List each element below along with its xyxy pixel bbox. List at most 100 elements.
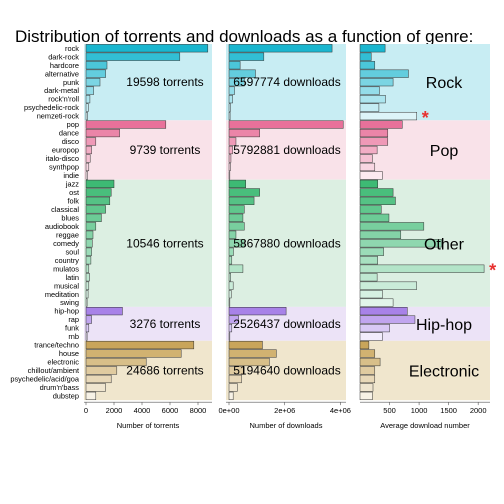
bar-0-hip-hop [85, 307, 123, 316]
bar-1-dark-metal [228, 86, 235, 95]
bar-2-classical [359, 205, 382, 214]
bar-0-nemzeti-rock [85, 111, 88, 121]
x-tick-label: 6000 [162, 406, 179, 415]
bar-1-indie [228, 171, 231, 180]
genre-label: blues [61, 213, 79, 222]
bar-1-audiobook [228, 222, 245, 231]
bar-1-chillout-ambient [228, 366, 245, 375]
downloads-total: 2526437 downloads [233, 317, 340, 331]
x-tick-label: 4000 [134, 406, 151, 415]
bar-1-hip-hop [228, 307, 287, 316]
bar-0-soul [85, 247, 92, 256]
genre-label: reggae [56, 230, 79, 239]
bar-1-folk [228, 196, 255, 205]
bar-2-latin [359, 273, 378, 282]
x-axis-title: Number of torrents [117, 421, 180, 430]
plot-area: rockdark-rockhardcorealternativepunkdark… [10, 44, 496, 430]
genre-label: drum'n'bass [40, 383, 80, 392]
bar-0-synthpop [85, 162, 90, 172]
genre-label: country [55, 256, 80, 265]
bar-2-disco [359, 137, 389, 146]
bar-0-trance-techno [85, 340, 195, 350]
bar-1-classical [228, 205, 245, 214]
genre-label: ost [69, 188, 79, 197]
bar-2-reggae [359, 230, 402, 239]
bar-2-trance-techno [359, 340, 370, 350]
bar-1-funk [228, 323, 233, 333]
bar-0-europop [85, 145, 92, 155]
bar-0-dubstep [85, 391, 97, 401]
genre-label: dark-rock [48, 52, 79, 61]
bar-1-italo-disco [228, 154, 232, 163]
bar-2-synthpop [359, 162, 376, 172]
bar-2-electronic [359, 357, 381, 367]
bar-2-rock-n-roll [359, 95, 386, 104]
x-tick-label: 0 [84, 406, 88, 415]
bar-1-punk [228, 78, 245, 87]
bar-1-meditation [228, 290, 232, 299]
bar-1-comedy [228, 239, 245, 248]
bar-0-psychedelic-acid-goa [85, 374, 112, 384]
bar-2-dance [359, 128, 389, 138]
bar-1-reggae [228, 230, 237, 239]
genre-label: synthpop [49, 163, 79, 172]
downloads-total: 5867880 downloads [233, 236, 340, 250]
bar-2-soul [359, 247, 384, 256]
bar-0-disco [85, 137, 97, 146]
group-name: Other [424, 236, 465, 253]
bar-0-rock [85, 44, 209, 53]
bar-1-soul [228, 247, 234, 256]
genre-label: disco [62, 137, 79, 146]
bar-0-italo-disco [85, 154, 91, 163]
torrents-total: 24686 torrents [126, 363, 203, 377]
highlight-star: * [489, 261, 496, 281]
group-background [360, 340, 490, 401]
bar-1-jazz [228, 179, 246, 189]
bar-2-jazz [359, 179, 378, 189]
bar-1-hardcore [228, 61, 241, 70]
bar-1-europop [228, 145, 233, 155]
bar-0-ost [85, 188, 112, 197]
group-name: Rock [426, 75, 463, 92]
genre-label: rap [68, 315, 79, 324]
bar-1-musical [228, 281, 234, 290]
x-tick-label: 1500 [440, 406, 457, 415]
bar-2-musical [359, 281, 417, 290]
bar-2-hardcore [359, 61, 376, 70]
bar-2-psychedelic-acid-goa [359, 374, 376, 384]
bar-0-classical [85, 205, 106, 214]
genre-label: rock'n'roll [48, 95, 79, 104]
x-tick-label: 4e+06 [330, 406, 351, 415]
genre-label: psychedelic-rock [24, 103, 79, 112]
bar-2-ost [359, 188, 394, 197]
bar-0-swing [85, 298, 88, 307]
bar-2-house [359, 349, 376, 358]
bar-0-dance [85, 128, 120, 138]
bar-2-hip-hop [359, 307, 408, 316]
x-tick-label: 0e+00 [218, 406, 239, 415]
bar-1-swing [228, 298, 231, 307]
bar-2-psychedelic-rock [359, 103, 380, 112]
genre-label: chillout/ambient [28, 366, 79, 375]
bar-0-country [85, 256, 92, 265]
bar-0-mulatos [85, 264, 90, 273]
genre-label: nemzeti-rock [37, 112, 80, 121]
bar-0-comedy [85, 239, 93, 248]
bar-2-meditation [359, 290, 383, 299]
bar-0-folk [85, 196, 111, 205]
bar-2-mulatos [359, 264, 485, 273]
bar-2-pop [359, 120, 403, 129]
bar-1-disco [228, 137, 237, 146]
bar-1-trance-techno [228, 340, 263, 350]
group-name: Electronic [409, 363, 479, 380]
torrents-total: 9739 torrents [130, 143, 201, 157]
bar-0-psychedelic-rock [85, 103, 89, 112]
bar-0-dark-rock [85, 52, 181, 61]
genre-label: house [59, 349, 79, 358]
bar-2-rap [359, 315, 416, 324]
x-tick-label: 500 [383, 406, 396, 415]
bar-1-rnb [228, 332, 231, 341]
bar-2-audiobook [359, 222, 425, 231]
bar-2-alternative [359, 69, 409, 78]
bar-1-dark-rock [228, 52, 265, 61]
